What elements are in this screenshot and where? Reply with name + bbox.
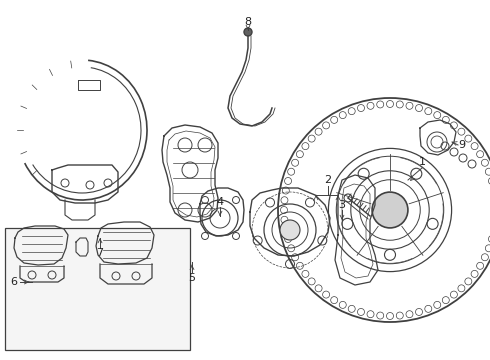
Text: 4: 4 [217,197,223,207]
Text: 3: 3 [339,200,345,210]
Text: 8: 8 [245,17,251,27]
Circle shape [244,28,252,36]
Text: 9: 9 [459,140,466,150]
Bar [5,228,190,350]
Text: 5: 5 [189,273,196,283]
Text: 2: 2 [324,175,332,185]
Circle shape [280,220,300,240]
Circle shape [372,192,408,228]
Text: 6: 6 [10,277,18,287]
Text: 7: 7 [97,248,103,258]
Text: 1: 1 [418,157,425,167]
